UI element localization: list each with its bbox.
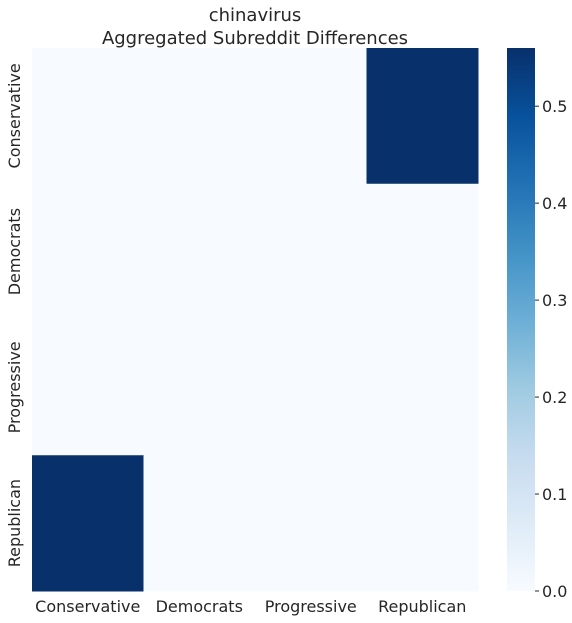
colorbar-tick-label: 0.0 xyxy=(542,582,567,601)
chart-title-line-2: Aggregated Subreddit Differences xyxy=(102,28,408,49)
heatmap-cell xyxy=(255,455,367,592)
x-tick-labels: Conservative Democrats Progressive Republic… xyxy=(35,597,466,616)
heatmap-cell xyxy=(366,455,479,592)
y-tick-label: Democrats xyxy=(5,208,24,295)
heatmap-cell xyxy=(143,455,256,592)
y-tick-label: Progressive xyxy=(5,341,24,433)
heatmap-cell xyxy=(255,319,367,456)
colorbar xyxy=(507,48,535,591)
heatmap-cell xyxy=(32,319,144,456)
x-tick-label: Republican xyxy=(378,597,466,616)
heatmap-cell xyxy=(143,319,256,456)
colorbar-tick-label: 0.1 xyxy=(542,485,567,504)
heatmap-cell xyxy=(366,183,479,320)
y-tick-labels: Conservative Democrats Progressive Republic… xyxy=(5,63,24,567)
heatmap-cell xyxy=(32,48,144,185)
colorbar-tick-label: 0.5 xyxy=(542,97,567,116)
heatmap-cell xyxy=(32,455,144,592)
colorbar-tick-label: 0.3 xyxy=(542,291,567,310)
heatmap-cell xyxy=(255,48,367,185)
y-tick-label: Republican xyxy=(5,479,24,567)
heatmap-cells xyxy=(32,48,479,592)
colorbar-ticks: 0.0 0.1 0.2 0.3 0.4 0.5 xyxy=(535,97,567,601)
heatmap-cell xyxy=(143,48,256,185)
y-tick-label: Conservative xyxy=(5,63,24,168)
heatmap-cell xyxy=(143,183,256,320)
x-tick-label: Conservative xyxy=(35,597,140,616)
colorbar-tick-label: 0.2 xyxy=(542,388,567,407)
heatmap-cell xyxy=(366,48,479,185)
heatmap-cell xyxy=(32,183,144,320)
x-tick-label: Democrats xyxy=(156,597,243,616)
chart-title-line-1: chinavirus xyxy=(209,5,302,26)
heatmap-cell xyxy=(255,183,367,320)
colorbar-tick-label: 0.4 xyxy=(542,194,567,213)
x-tick-label: Progressive xyxy=(265,597,357,616)
heatmap-cell xyxy=(366,319,479,456)
